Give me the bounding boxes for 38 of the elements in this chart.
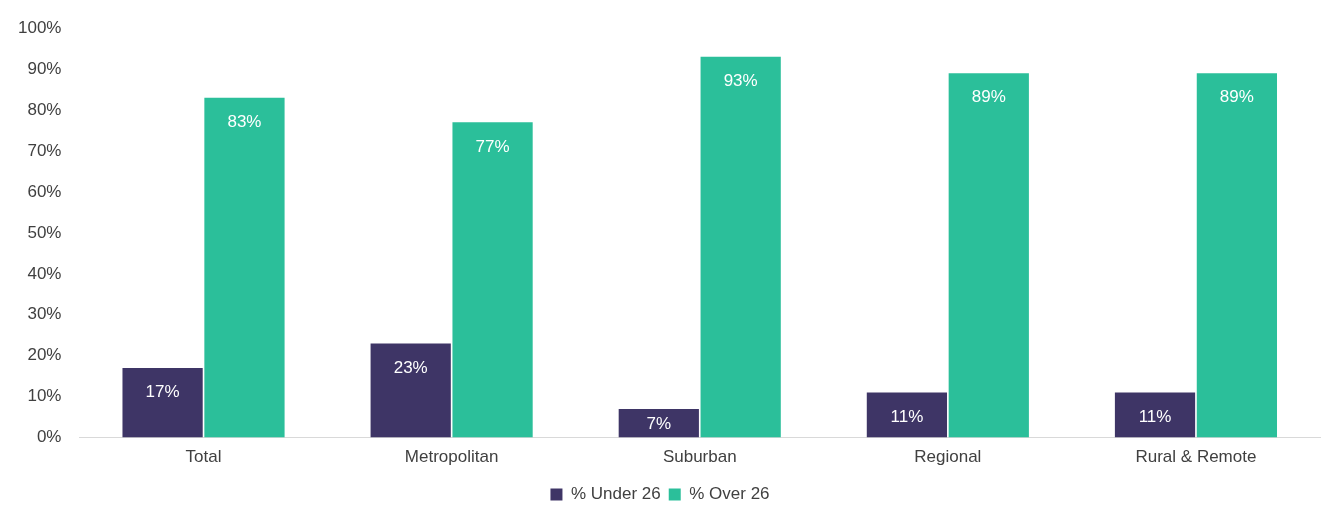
x-tick-label: Regional bbox=[914, 447, 982, 467]
y-tick-label: 20% bbox=[27, 345, 62, 365]
bar bbox=[204, 97, 285, 438]
bar bbox=[1114, 392, 1196, 438]
y-tick-label: 100% bbox=[18, 17, 62, 37]
y-tick-label: 70% bbox=[27, 140, 62, 160]
x-tick-label: Rural & Remote bbox=[1135, 447, 1257, 467]
data-label: 11% bbox=[890, 406, 924, 426]
data-label: 89% bbox=[971, 87, 1006, 107]
x-tick-label: Metropolitan bbox=[404, 447, 499, 467]
x-tick-label: Suburban bbox=[662, 447, 737, 467]
legend-label: % Over 26 bbox=[689, 484, 770, 504]
y-tick-label: 10% bbox=[27, 386, 62, 406]
data-label: 7% bbox=[646, 413, 672, 433]
x-tick-label: Total bbox=[185, 447, 222, 467]
data-label: 77% bbox=[475, 136, 510, 156]
data-label: 89% bbox=[1219, 87, 1254, 107]
y-tick-label: 50% bbox=[27, 222, 62, 242]
data-label: 83% bbox=[227, 111, 262, 131]
bar bbox=[618, 408, 699, 438]
bar bbox=[700, 56, 781, 438]
data-label: 93% bbox=[723, 71, 758, 91]
data-label: 17% bbox=[145, 382, 180, 402]
data-label: 11% bbox=[1138, 406, 1172, 426]
y-tick-label: 90% bbox=[27, 58, 62, 78]
bar bbox=[866, 392, 948, 438]
legend-label: % Under 26 bbox=[570, 484, 661, 504]
bar bbox=[122, 368, 203, 438]
bar bbox=[1196, 73, 1277, 438]
y-tick-label: 40% bbox=[27, 263, 62, 283]
bar bbox=[370, 343, 451, 438]
data-label: 23% bbox=[393, 357, 428, 377]
bar bbox=[452, 122, 533, 438]
bar bbox=[948, 73, 1029, 438]
y-tick-label: 30% bbox=[27, 304, 62, 324]
y-tick-label: 80% bbox=[27, 99, 62, 119]
y-tick-label: 0% bbox=[36, 427, 62, 447]
y-tick-label: 60% bbox=[27, 181, 62, 201]
